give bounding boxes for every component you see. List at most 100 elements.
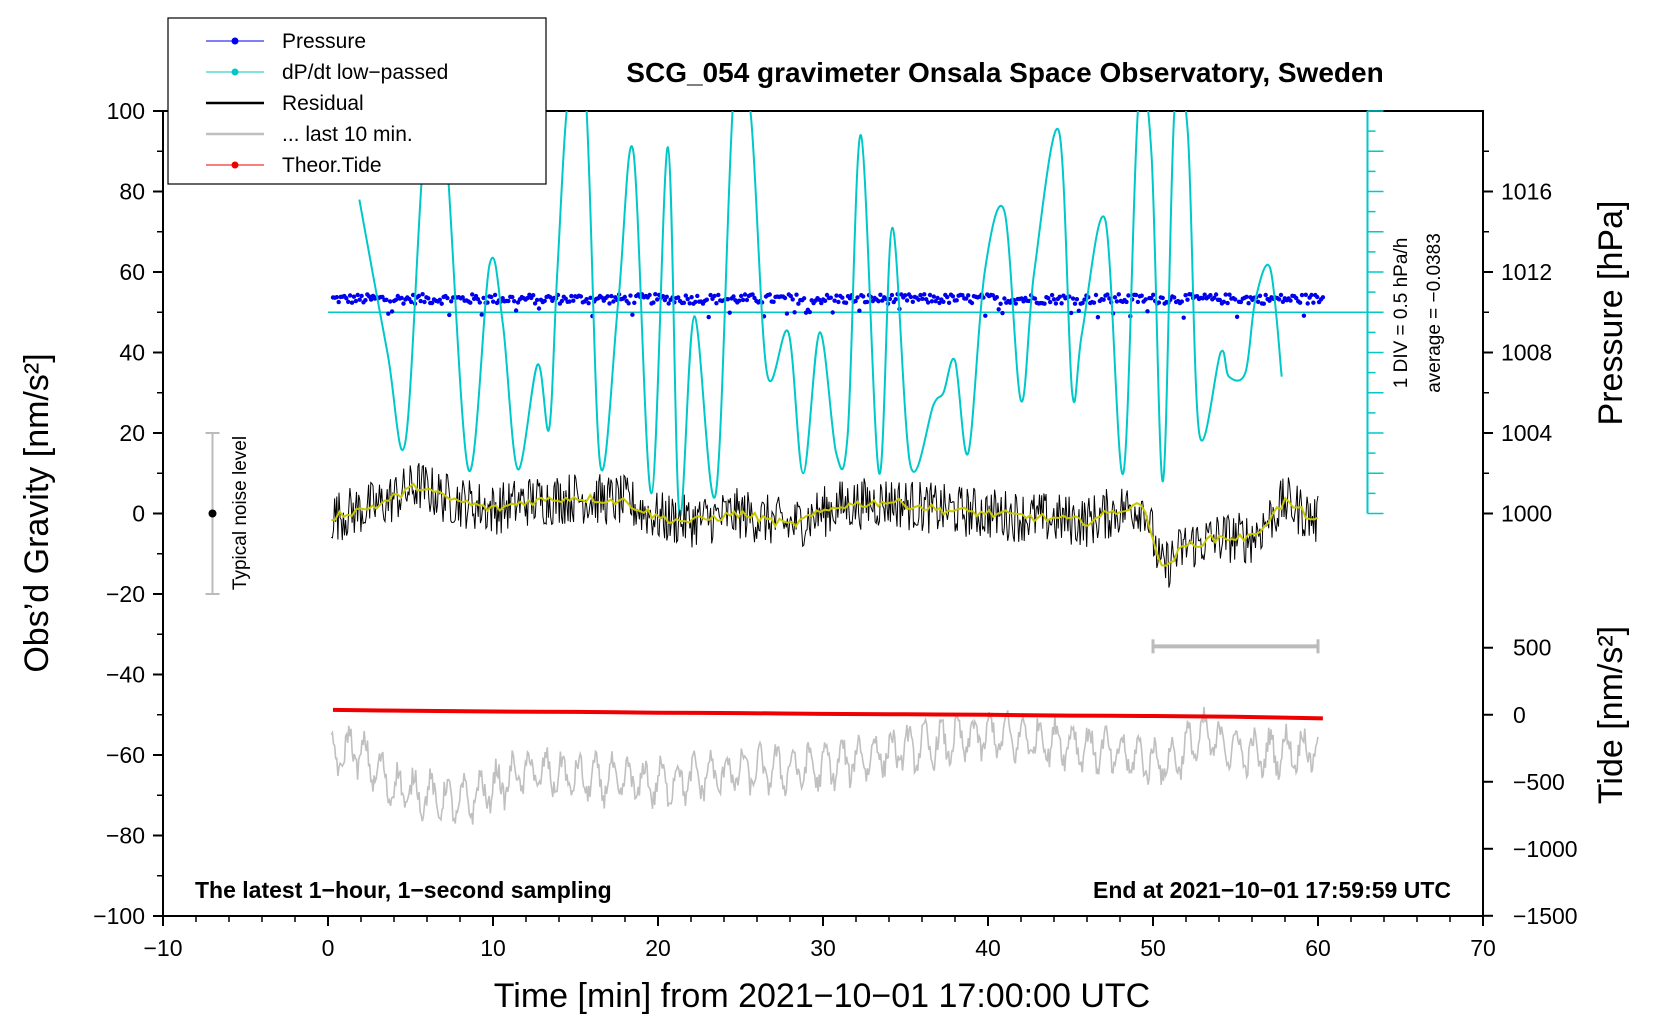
pressure-point <box>796 301 801 306</box>
pressure-point <box>470 292 475 297</box>
pressure-point <box>794 292 799 297</box>
pressure-point <box>489 294 494 300</box>
pressure-point <box>853 298 858 304</box>
pressure-point <box>836 299 841 305</box>
pressure-point <box>1133 292 1139 298</box>
pressure-point <box>447 312 452 318</box>
pressure-point <box>1217 297 1223 303</box>
pressure-point <box>534 297 540 303</box>
pressure-point <box>481 295 486 301</box>
pressure-point <box>491 299 496 304</box>
y-tick-label: 0 <box>132 501 145 527</box>
pressure-point <box>1032 296 1038 301</box>
pressure-point <box>410 292 416 298</box>
pressure-point <box>714 301 719 306</box>
pressure-point <box>1294 295 1299 301</box>
pressure-point <box>355 292 360 298</box>
pressure-point <box>1072 301 1078 306</box>
dpdt-series <box>358 111 1283 517</box>
y-tick-label: 20 <box>119 420 145 446</box>
pressure-point <box>1299 292 1305 298</box>
pressure-point <box>1179 299 1185 304</box>
pressure-point <box>368 297 374 302</box>
legend-box <box>167 17 547 185</box>
pressure-point <box>1126 293 1131 298</box>
pressure-point <box>725 297 730 302</box>
pressure-point <box>1139 293 1144 298</box>
pressure-point <box>429 300 435 306</box>
pressure-point <box>1145 309 1150 314</box>
pressure-point <box>1112 295 1118 300</box>
pressure-point <box>1301 313 1307 318</box>
x-tick-label: 70 <box>1470 935 1496 961</box>
pressure-point <box>889 292 895 298</box>
pressure-point <box>536 306 542 311</box>
pressure-axis-title: Pressure [hPa] <box>1592 201 1630 426</box>
pressure-point <box>1048 299 1053 305</box>
series-layer <box>328 110 1384 825</box>
pressure-point <box>1149 296 1154 301</box>
pressure-point <box>609 293 614 299</box>
pressure-point <box>904 298 910 303</box>
pressure-point <box>739 293 744 299</box>
pressure-point <box>681 300 687 305</box>
pressure-point <box>666 301 671 306</box>
pressure-point <box>782 295 788 301</box>
pressure-point <box>1183 293 1188 298</box>
noise-bar-center <box>208 509 217 518</box>
pressure-point <box>512 299 517 304</box>
pressure-point <box>548 295 553 300</box>
pressure-point <box>935 295 940 301</box>
tide-tick-label: −1500 <box>1513 903 1578 929</box>
pressure-point <box>607 301 612 306</box>
pressure-point <box>664 294 669 299</box>
pressure-point <box>388 299 393 304</box>
pressure-point <box>731 294 736 299</box>
pressure-point <box>706 314 711 320</box>
pressure-point <box>737 298 742 303</box>
pressure-point <box>632 300 637 305</box>
x-tick-label: 40 <box>975 935 1001 961</box>
pressure-point <box>918 292 923 298</box>
tide-tick-label: −1000 <box>1513 836 1578 862</box>
pressure-point <box>966 293 971 298</box>
pressure-point <box>1059 301 1064 306</box>
pressure-point <box>1114 299 1120 304</box>
y-axis-ticks: 100 80 60 40 20 0 −20 −40 −60 −80 −100 <box>93 98 163 929</box>
pressure-point <box>843 300 849 305</box>
pressure-point <box>389 309 395 314</box>
pressure-point <box>1057 294 1062 299</box>
pressure-point <box>506 298 511 304</box>
pressure-point <box>1234 314 1240 319</box>
x-tick-label: 30 <box>810 935 836 961</box>
pressure-point <box>712 293 717 299</box>
pressure-point <box>437 297 442 302</box>
pressure-point <box>1101 297 1106 302</box>
end-time-note: End at 2021−10−01 17:59:59 UTC <box>1093 877 1451 903</box>
x-axis-title: Time [min] from 2021−10−01 17:00:00 UTC <box>494 977 1150 1015</box>
pressure-point <box>983 313 988 318</box>
pressure-point <box>1238 299 1244 305</box>
pressure-point <box>910 299 915 304</box>
pressure-point <box>353 298 358 304</box>
pressure-point <box>830 310 835 315</box>
pressure-point <box>880 298 885 303</box>
pressure-point <box>628 293 633 298</box>
pressure-point <box>393 297 399 302</box>
pressure-point <box>655 297 660 302</box>
pressure-point <box>945 294 950 300</box>
residual-smoothed-series <box>331 482 1319 567</box>
chart-title: SCG_054 gravimeter Onsala Space Observat… <box>626 57 1383 88</box>
y-tick-label: 60 <box>119 259 145 285</box>
pressure-point <box>920 296 925 301</box>
pressure-point <box>1021 299 1026 304</box>
pressure-point <box>1280 299 1286 304</box>
pressure-point <box>409 299 414 305</box>
pressure-point <box>584 297 589 302</box>
pressure-point <box>744 297 750 303</box>
x-axis-ticks: −10 0 10 20 30 40 50 60 70 <box>143 916 1496 961</box>
pressure-point <box>1261 301 1267 306</box>
pressure-point <box>1208 293 1213 298</box>
pressure-point <box>1309 292 1314 298</box>
pressure-point <box>771 299 776 304</box>
